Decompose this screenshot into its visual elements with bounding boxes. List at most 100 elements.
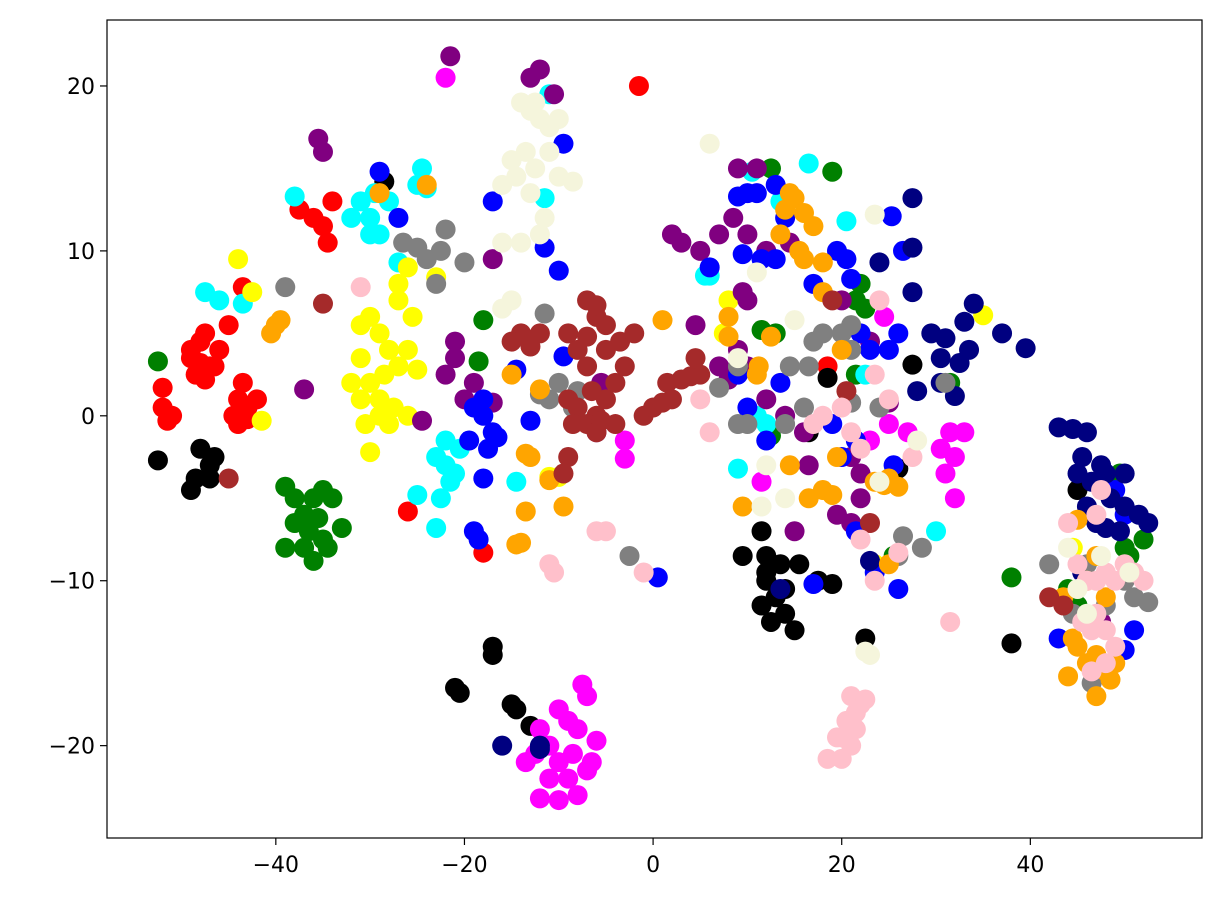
point (652, 392, 673, 413)
point (699, 257, 720, 278)
point (473, 468, 494, 489)
y-tick-label: 10 (67, 240, 95, 265)
y-tick-label: −10 (49, 570, 95, 595)
point (558, 768, 579, 789)
point (449, 682, 470, 703)
point (770, 372, 791, 393)
point (369, 183, 390, 204)
point (1095, 587, 1116, 608)
point (831, 397, 852, 418)
point (558, 323, 579, 344)
point (1053, 595, 1074, 616)
point (1124, 620, 1145, 641)
point (855, 689, 876, 710)
point (317, 232, 338, 253)
point (388, 273, 409, 294)
point (463, 372, 484, 393)
point (529, 379, 550, 400)
point (525, 92, 546, 113)
point (723, 207, 744, 228)
point (737, 224, 758, 245)
point (567, 785, 588, 806)
point (860, 339, 881, 360)
point (841, 422, 862, 443)
point (756, 389, 777, 410)
point (1058, 537, 1079, 558)
point (553, 463, 574, 484)
point (435, 430, 456, 451)
point (567, 397, 588, 418)
point (529, 738, 550, 759)
point (954, 311, 975, 332)
point (1058, 666, 1079, 687)
point (218, 315, 239, 336)
point (1138, 513, 1159, 534)
plot-area (147, 46, 1159, 811)
point (954, 422, 975, 443)
point (147, 351, 168, 372)
point (628, 75, 649, 96)
point (1086, 686, 1107, 707)
point (520, 447, 541, 468)
point (506, 471, 527, 492)
point (793, 397, 814, 418)
point (445, 331, 466, 352)
point (562, 743, 583, 764)
point (860, 513, 881, 534)
point (506, 699, 527, 720)
point (1133, 529, 1154, 550)
point (1081, 661, 1102, 682)
point (204, 447, 225, 468)
point (501, 150, 522, 171)
point (760, 326, 781, 347)
point (940, 422, 961, 443)
point (822, 290, 843, 311)
point (727, 186, 748, 207)
point (322, 191, 343, 212)
point (195, 369, 216, 390)
point (709, 224, 730, 245)
point (836, 381, 857, 402)
point (548, 790, 569, 811)
point (246, 389, 267, 410)
point (581, 381, 602, 402)
point (926, 521, 947, 542)
point (685, 348, 706, 369)
point (397, 257, 418, 278)
point (685, 315, 706, 336)
point (779, 455, 800, 476)
point (534, 303, 555, 324)
point (312, 216, 333, 237)
point (1100, 669, 1121, 690)
point (374, 364, 395, 385)
point (492, 174, 513, 195)
point (671, 232, 692, 253)
point (784, 521, 805, 542)
point (1067, 636, 1088, 657)
point (902, 237, 923, 258)
point (350, 348, 371, 369)
point (1076, 422, 1097, 443)
point (312, 293, 333, 314)
point (586, 730, 607, 751)
point (1072, 447, 1093, 468)
point (727, 458, 748, 479)
point (793, 249, 814, 270)
point (784, 188, 805, 209)
point (1048, 628, 1069, 649)
point (756, 562, 777, 583)
point (562, 414, 583, 435)
point (544, 84, 565, 105)
point (397, 501, 418, 522)
point (284, 488, 305, 509)
point (308, 128, 329, 149)
point (633, 562, 654, 583)
point (779, 356, 800, 377)
point (935, 372, 956, 393)
point (812, 323, 833, 344)
point (520, 183, 541, 204)
point (727, 158, 748, 179)
x-tick-label: −40 (253, 853, 299, 878)
point (350, 389, 371, 410)
point (529, 323, 550, 344)
